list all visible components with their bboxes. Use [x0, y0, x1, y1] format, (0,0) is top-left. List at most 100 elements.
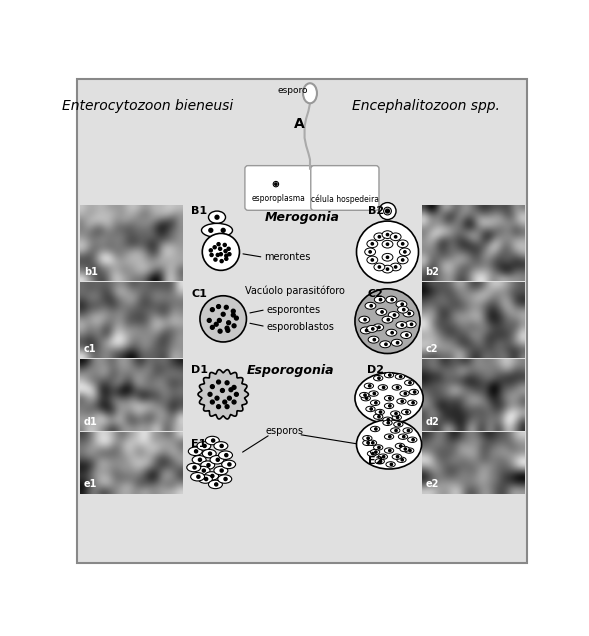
- Text: célula hospedeira: célula hospedeira: [311, 194, 379, 204]
- Circle shape: [210, 400, 214, 404]
- Ellipse shape: [187, 463, 201, 472]
- Circle shape: [221, 312, 225, 316]
- Circle shape: [406, 334, 408, 336]
- FancyBboxPatch shape: [245, 165, 313, 211]
- Circle shape: [228, 463, 231, 466]
- Circle shape: [408, 312, 411, 315]
- Circle shape: [371, 259, 373, 261]
- Ellipse shape: [374, 263, 385, 271]
- Ellipse shape: [382, 265, 393, 273]
- Ellipse shape: [375, 410, 385, 415]
- Text: d1: d1: [84, 417, 97, 427]
- Ellipse shape: [402, 410, 411, 415]
- Circle shape: [402, 243, 404, 245]
- Circle shape: [386, 268, 389, 270]
- Text: Enterocytozoon bieneusi: Enterocytozoon bieneusi: [62, 99, 233, 113]
- Ellipse shape: [368, 451, 376, 456]
- Ellipse shape: [386, 462, 395, 467]
- Circle shape: [403, 308, 405, 311]
- Circle shape: [216, 253, 219, 256]
- Ellipse shape: [219, 451, 233, 459]
- Circle shape: [220, 259, 223, 263]
- Circle shape: [385, 343, 387, 345]
- Ellipse shape: [218, 475, 231, 483]
- Circle shape: [217, 305, 220, 308]
- Circle shape: [393, 314, 396, 316]
- Circle shape: [402, 259, 404, 261]
- Circle shape: [223, 400, 227, 404]
- Ellipse shape: [400, 446, 409, 452]
- Ellipse shape: [368, 336, 379, 343]
- Circle shape: [365, 329, 368, 331]
- Ellipse shape: [360, 392, 369, 398]
- Text: esporoplasma: esporoplasma: [252, 194, 306, 204]
- Text: E2: E2: [368, 456, 383, 466]
- Text: A: A: [294, 117, 305, 131]
- Ellipse shape: [383, 417, 392, 422]
- Ellipse shape: [192, 455, 206, 464]
- Circle shape: [412, 402, 414, 404]
- Circle shape: [371, 243, 373, 245]
- Circle shape: [210, 308, 214, 312]
- Ellipse shape: [400, 391, 409, 396]
- Circle shape: [413, 391, 416, 393]
- Ellipse shape: [196, 466, 210, 475]
- Circle shape: [381, 311, 383, 313]
- Circle shape: [382, 455, 385, 458]
- Ellipse shape: [201, 223, 233, 237]
- Ellipse shape: [373, 324, 383, 331]
- Circle shape: [395, 266, 397, 268]
- Circle shape: [379, 298, 382, 301]
- Ellipse shape: [375, 296, 385, 303]
- Ellipse shape: [409, 389, 419, 395]
- Ellipse shape: [366, 406, 375, 411]
- Circle shape: [367, 437, 369, 439]
- Circle shape: [216, 459, 219, 461]
- Circle shape: [197, 475, 200, 478]
- Circle shape: [395, 412, 397, 415]
- Ellipse shape: [396, 301, 407, 308]
- Circle shape: [218, 329, 222, 333]
- Circle shape: [224, 478, 227, 481]
- Circle shape: [401, 303, 403, 305]
- Text: esporo: esporo: [277, 86, 308, 95]
- Circle shape: [203, 445, 206, 448]
- Circle shape: [228, 252, 231, 256]
- Text: esporos: esporos: [266, 425, 303, 436]
- Text: e2: e2: [425, 479, 439, 489]
- Circle shape: [214, 258, 217, 261]
- Ellipse shape: [399, 248, 411, 256]
- Text: b1: b1: [84, 266, 98, 277]
- Ellipse shape: [385, 396, 393, 401]
- Circle shape: [193, 466, 196, 469]
- Text: esporoblastos: esporoblastos: [267, 322, 335, 331]
- Circle shape: [378, 377, 380, 379]
- Text: B1: B1: [191, 206, 207, 216]
- Circle shape: [273, 181, 279, 187]
- Circle shape: [386, 233, 389, 236]
- Circle shape: [234, 392, 239, 396]
- Ellipse shape: [369, 391, 378, 396]
- Ellipse shape: [395, 443, 405, 448]
- Ellipse shape: [388, 312, 399, 319]
- Text: Esporogonia: Esporogonia: [247, 364, 335, 377]
- Circle shape: [370, 408, 372, 410]
- Circle shape: [379, 411, 382, 413]
- Ellipse shape: [385, 448, 393, 453]
- Ellipse shape: [408, 400, 417, 406]
- Circle shape: [389, 374, 391, 377]
- Ellipse shape: [401, 331, 412, 338]
- Ellipse shape: [198, 475, 213, 483]
- Circle shape: [225, 381, 229, 385]
- Ellipse shape: [201, 461, 214, 469]
- Ellipse shape: [392, 415, 402, 420]
- Circle shape: [389, 397, 391, 399]
- Circle shape: [221, 228, 225, 232]
- Ellipse shape: [398, 434, 408, 439]
- Ellipse shape: [405, 321, 416, 328]
- Circle shape: [208, 392, 212, 396]
- Circle shape: [214, 483, 218, 486]
- Circle shape: [200, 296, 246, 342]
- Ellipse shape: [391, 411, 400, 417]
- Ellipse shape: [397, 240, 408, 247]
